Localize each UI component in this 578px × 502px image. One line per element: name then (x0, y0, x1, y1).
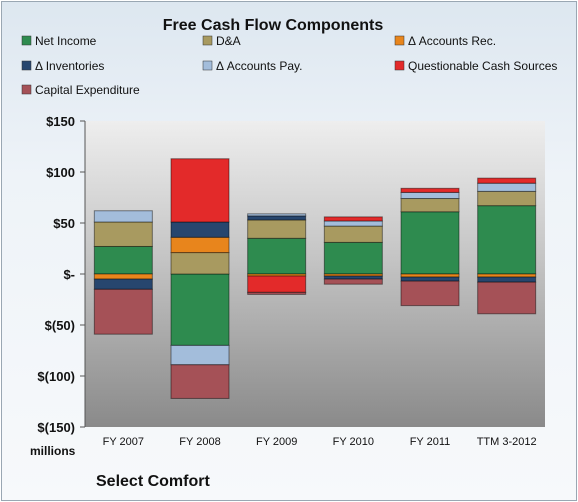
bar-d-a-fy-2010 (323, 225, 383, 243)
bar-inventories-fy-2007 (93, 278, 153, 290)
bar-d-a-fy-2009 (247, 219, 307, 239)
bar-accounts-rec-fy-2007 (93, 273, 153, 280)
x-tick-label-fy-2010: FY 2010 (333, 436, 374, 448)
bars (93, 158, 537, 399)
bar-inventories-fy-2009 (247, 215, 307, 221)
bar-questionable-cash-sources-fy-2008 (170, 158, 230, 223)
bar-d-a-fy-2008 (170, 252, 230, 275)
bar-accounts-pay-fy-2008 (170, 344, 230, 366)
legend-label-capital-expenditure: Capital Expenditure (35, 83, 140, 97)
bar-inventories-ttm-3-2012 (477, 276, 537, 283)
legend-label-accounts-rec: Δ Accounts Rec. (408, 34, 496, 48)
bar-accounts-pay-fy-2010 (323, 220, 383, 227)
bar-d-a-ttm-3-2012 (477, 190, 537, 207)
legend-swatch-net-income (21, 35, 32, 46)
y-tick-label: $- (63, 267, 75, 282)
legend-label-accounts-pay: Δ Accounts Pay. (216, 59, 303, 73)
bar-d-a-fy-2011 (400, 198, 460, 213)
x-tick-label-fy-2007: FY 2007 (103, 436, 144, 448)
company-name: Select Comfort (96, 473, 210, 490)
x-tick-label-ttm-3-2012: TTM 3-2012 (477, 436, 537, 448)
y-tick-label: $(100) (37, 369, 75, 384)
legend-swatch-questionable-cash-sources (394, 60, 405, 71)
y-tick-label: $100 (46, 165, 75, 180)
x-axis-labels: FY 2007 FY 2008 FY 2009 FY 2010 FY 2011 TTM 3… (103, 436, 537, 448)
legend-label-questionable-cash-sources: Questionable Cash Sources (408, 59, 557, 73)
legend-swatch-accounts-rec (394, 35, 405, 46)
bar-accounts-pay-fy-2007 (93, 210, 153, 223)
legend-label-inventories: Δ Inventories (35, 59, 104, 73)
plot-area (85, 121, 545, 427)
bar-capital-expenditure-fy-2010 (323, 278, 383, 285)
bar-inventories-fy-2008 (170, 221, 230, 238)
bar-accounts-pay-fy-2011 (400, 191, 460, 200)
legend-label-net-income: Net Income (35, 34, 97, 48)
bar-questionable-cash-sources-fy-2009 (247, 275, 307, 293)
bar-capital-expenditure-fy-2008 (170, 364, 230, 399)
bar-accounts-rec-fy-2008 (170, 236, 230, 254)
legend-label-d-a: D&A (216, 34, 241, 48)
legend: Net Income D&A Δ Accounts Rec. Δ Inventorie… (21, 34, 557, 97)
chart-title: Free Cash Flow Components (163, 17, 384, 34)
bar-inventories-fy-2011 (400, 276, 460, 282)
y-tick-label: $150 (46, 114, 75, 129)
x-tick-label-fy-2009: FY 2009 (256, 436, 297, 448)
bar-d-a-fy-2007 (93, 221, 153, 247)
bar-net-income-fy-2010 (323, 241, 383, 275)
legend-swatch-accounts-pay (202, 60, 213, 71)
bar-net-income-fy-2007 (93, 245, 153, 275)
legend-swatch-d-a (202, 35, 213, 46)
unit-label: millions (30, 444, 76, 458)
bar-capital-expenditure-fy-2009 (247, 291, 307, 295)
bar-capital-expenditure-ttm-3-2012 (477, 281, 537, 315)
bar-net-income-fy-2009 (247, 237, 307, 275)
bar-accounts-pay-fy-2009 (247, 213, 307, 217)
y-tick-label: $(150) (37, 420, 75, 435)
y-tick-label: $(50) (45, 318, 75, 333)
bar-capital-expenditure-fy-2011 (400, 280, 460, 307)
bar-accounts-pay-ttm-3-2012 (477, 182, 537, 192)
x-tick-label-fy-2008: FY 2008 (179, 436, 220, 448)
bar-capital-expenditure-fy-2007 (93, 288, 153, 335)
legend-swatch-inventories (21, 60, 32, 71)
bar-net-income-fy-2011 (400, 211, 460, 275)
y-axis-ticks: $150 $100 $50 $- $(50) $(100) $(150) (37, 114, 85, 435)
bar-questionable-cash-sources-fy-2011 (400, 187, 460, 193)
legend-swatch-capital-expenditure (21, 84, 32, 95)
bar-net-income-fy-2008 (170, 273, 230, 346)
bar-net-income-ttm-3-2012 (477, 205, 537, 275)
x-tick-label-fy-2011: FY 2011 (410, 436, 451, 448)
bar-questionable-cash-sources-fy-2010 (323, 216, 383, 222)
bar-questionable-cash-sources-ttm-3-2012 (477, 177, 537, 184)
y-tick-label: $50 (53, 216, 75, 231)
